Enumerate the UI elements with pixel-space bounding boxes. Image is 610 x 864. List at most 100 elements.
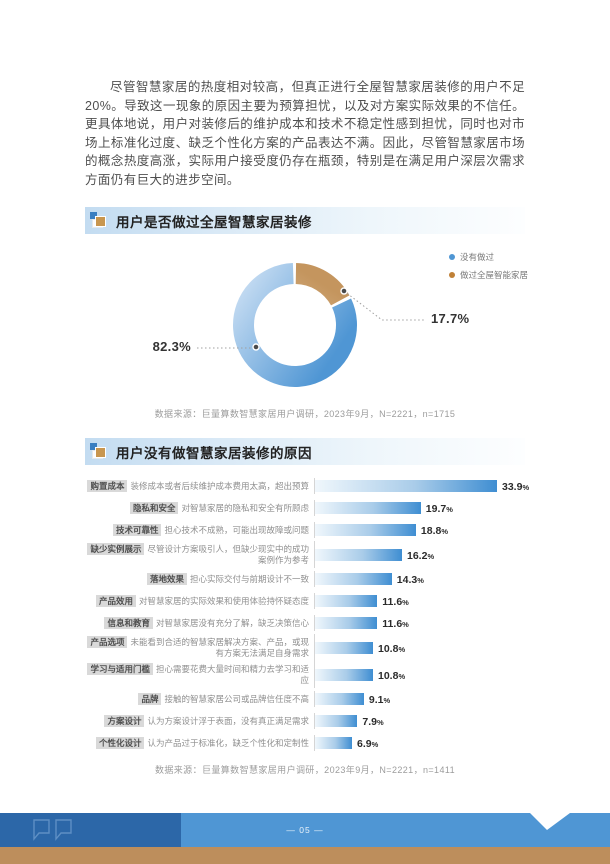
section-header-bars: 用户没有做智慧家居装修的原因 xyxy=(85,438,525,465)
donut-chart: 82.3% 17.7% 没有做过 做过全屋智能家居 xyxy=(85,243,528,405)
bar-cell: 33.9% xyxy=(315,477,529,495)
bar-label-cell: 信息和教育 对智慧家居没有充分了解，缺乏决策信心 xyxy=(85,615,315,631)
bar-label-cell: 技术可靠性 担心技术不成熟，可能出现故障或问题 xyxy=(85,522,315,538)
legend-dot-secondary xyxy=(449,272,455,278)
bar-category-description: 对智慧家居的实际效果和使用体验持怀疑态度 xyxy=(138,596,309,606)
bar-cell: 9.1% xyxy=(315,690,525,708)
bar-category-label: 学习与适用门槛 xyxy=(87,663,153,675)
bar-value: 33.9% xyxy=(502,481,530,493)
bar xyxy=(315,617,378,629)
bar-category-label: 信息和教育 xyxy=(104,617,153,629)
bar-category-description: 认为产品过于标准化，缺乏个性化和定制性 xyxy=(147,738,309,748)
section-title: 用户没有做智慧家居装修的原因 xyxy=(116,445,312,461)
section-header-donut: 用户是否做过全屋智慧家居装修 xyxy=(85,207,525,234)
bar xyxy=(315,715,358,727)
page-number: — 05 — xyxy=(286,825,324,835)
bar-label-cell: 品牌 接触的智慧家居公司或品牌信任度不高 xyxy=(85,691,315,707)
bar-category-description: 担心需要花费大量时间和精力去学习和适应 xyxy=(155,664,309,685)
logo-icon xyxy=(33,819,72,841)
legend-dot-primary xyxy=(449,254,455,260)
bar-category-label: 落地效果 xyxy=(146,573,187,585)
bar xyxy=(315,693,364,705)
bar-row: 落地效果 担心实际交付与前期设计不一致 14.3% xyxy=(85,568,525,590)
bar xyxy=(315,595,378,607)
bar-category-description: 对智慧家居没有充分了解，缺乏决策信心 xyxy=(155,618,309,628)
data-source: 数据来源：巨量算数智慧家居用户调研，2023年9月，N=2221，n=1715 xyxy=(154,409,456,419)
bar xyxy=(315,573,392,585)
bar-value: 18.8% xyxy=(420,525,448,537)
section-marker-icon xyxy=(90,210,107,228)
bar-value: 19.7% xyxy=(425,503,453,515)
bar-row: 信息和教育 对智慧家居没有充分了解，缺乏决策信心 11.6% xyxy=(85,612,525,634)
bar-category-label: 产品效用 xyxy=(95,595,136,607)
bar-label-cell: 落地效果 担心实际交付与前期设计不一致 xyxy=(85,571,315,587)
bar-category-label: 品牌 xyxy=(138,693,162,705)
bar-category-description: 尽管设计方案吸引人，但缺少现实中的成功案例作为参考 xyxy=(147,544,309,565)
bar-cell: 7.9% xyxy=(315,712,525,730)
bar-label-cell: 购置成本 装修成本或者后续维护成本费用太高，超出预算 xyxy=(85,478,315,494)
bar-value: 10.8% xyxy=(378,669,406,682)
bar-label-cell: 缺少实例展示 尽管设计方案吸引人，但缺少现实中的成功案例作为参考 xyxy=(85,541,315,568)
bar-value: 6.9% xyxy=(357,738,379,750)
bar xyxy=(315,641,373,654)
legend-label: 做过全屋智能家居 xyxy=(460,270,529,280)
bar-row: 产品选项 未能看到合适的智慧家居解决方案、产品，或现有方案无法满足自身需求 10.8… xyxy=(85,634,525,661)
bar-label-cell: 产品效用 对智慧家居的实际效果和使用体验持怀疑态度 xyxy=(85,593,315,609)
bar-category-label: 缺少实例展示 xyxy=(87,543,145,555)
bar-category-description: 担心实际交付与前期设计不一致 xyxy=(189,574,309,584)
bar-cell: 10.8% xyxy=(315,666,525,684)
bar-row: 个性化设计 认为产品过于标准化，缺乏个性化和定制性 6.9% xyxy=(85,732,525,754)
donut-legend: 没有做过 做过全屋智能家居 xyxy=(449,251,528,287)
bar-label-cell: 产品选项 未能看到合适的智慧家居解决方案、产品，或现有方案无法满足自身需求 xyxy=(85,634,315,661)
data-source: 数据来源：巨量算数智慧家居用户调研，2023年9月，N=2221，n=1411 xyxy=(154,765,456,775)
footer-tan-bar xyxy=(0,847,610,864)
bar-value: 7.9% xyxy=(362,716,384,728)
legend-item: 做过全屋智能家居 xyxy=(449,269,528,281)
bar-cell: 14.3% xyxy=(315,570,525,588)
bar-cell: 10.8% xyxy=(315,639,525,657)
bar-category-description: 装修成本或者后续维护成本费用太高，超出预算 xyxy=(130,481,309,491)
bar xyxy=(315,524,416,536)
donut-value-secondary: 17.7% xyxy=(431,311,470,326)
bar-label-cell: 隐私和安全 对智慧家居的隐私和安全有所顾虑 xyxy=(85,500,315,516)
bar-value: 14.3% xyxy=(396,574,424,586)
bar-row: 产品效用 对智慧家居的实际效果和使用体验持怀疑态度 11.6% xyxy=(85,590,525,612)
bar-value: 11.6% xyxy=(382,618,409,630)
bar xyxy=(315,737,352,749)
bar-category-label: 隐私和安全 xyxy=(129,502,179,514)
page-corner-notch xyxy=(530,813,570,830)
donut-arc-primary xyxy=(233,263,357,387)
bar-value: 10.8% xyxy=(378,642,406,655)
bar-row: 缺少实例展示 尽管设计方案吸引人，但缺少现实中的成功案例作为参考 16.2% xyxy=(85,541,525,568)
bar-category-description: 对智慧家居的隐私和安全有所顾虑 xyxy=(181,503,309,513)
bar-label-cell: 学习与适用门槛 担心需要花费大量时间和精力去学习和适应 xyxy=(85,661,315,688)
bar-category-description: 未能看到合适的智慧家居解决方案、产品，或现有方案无法满足自身需求 xyxy=(130,637,309,658)
leader-line-secondary xyxy=(343,290,426,321)
bar-label-cell: 个性化设计 认为产品过于标准化，缺乏个性化和定制性 xyxy=(85,735,315,751)
bar-row: 学习与适用门槛 担心需要花费大量时间和精力去学习和适应 10.8% xyxy=(85,661,525,688)
footer-logo-block xyxy=(0,813,181,847)
leader-dot-secondary xyxy=(340,287,348,295)
bar xyxy=(315,502,421,514)
donut-value-primary: 82.3% xyxy=(152,339,191,354)
bar-value: 11.6% xyxy=(382,596,409,608)
page-footer: — 05 — xyxy=(0,813,610,864)
bar-category-description: 担心技术不成熟，可能出现故障或问题 xyxy=(164,525,309,535)
bar-row: 购置成本 装修成本或者后续维护成本费用太高，超出预算 33.9% xyxy=(85,475,529,497)
legend-item: 没有做过 xyxy=(449,251,528,263)
bar-row: 技术可靠性 担心技术不成熟，可能出现故障或问题 18.8% xyxy=(85,519,525,541)
bar-value: 9.1% xyxy=(368,694,391,706)
bar-cell: 18.8% xyxy=(315,521,525,539)
bar-category-description: 接触的智慧家居公司或品牌信任度不高 xyxy=(164,694,309,704)
bar-label-cell: 方案设计 认为方案设计浮于表面，没有真正满足需求 xyxy=(85,713,315,729)
bar-cell: 11.6% xyxy=(315,614,525,632)
bar xyxy=(315,480,497,492)
donut-arc-secondary xyxy=(233,263,357,387)
bar xyxy=(315,548,402,561)
bar-category-label: 方案设计 xyxy=(104,715,145,727)
bar-cell: 19.7% xyxy=(315,499,525,517)
bar-row: 方案设计 认为方案设计浮于表面，没有真正满足需求 7.9% xyxy=(85,710,525,732)
donut-svg xyxy=(197,263,426,387)
bar-category-label: 技术可靠性 xyxy=(112,524,162,536)
